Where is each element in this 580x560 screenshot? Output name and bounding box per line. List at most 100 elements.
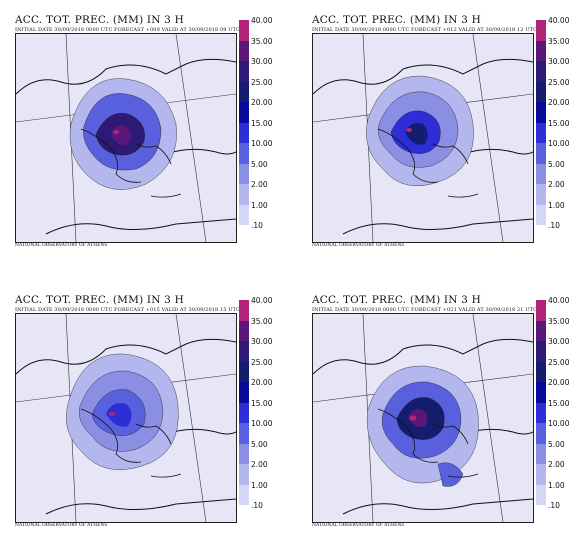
legend-label: 35.00 [548,36,570,46]
legend-label: 40.00 [548,16,570,25]
legend-label: 35.00 [548,316,570,326]
precipitation-map [312,33,534,243]
legend-label: 40.00 [548,296,570,305]
legend-swatch [239,40,249,61]
map-title: ACC. TOT. PREC. (MM) IN 3 H [15,294,184,306]
legend-label: 10.00 [548,139,570,148]
color-legend: 40.00 35.00 30.00 25.00 20.00 15.00 10.0… [239,16,287,248]
legend-swatch [239,402,249,423]
legend-swatch [536,61,546,82]
legend-label: 15.00 [548,118,570,128]
legend-label: 30.00 [251,57,273,66]
precip-map-panel-4: ACC. TOT. PREC. (MM) IN 3 H INITIAL DATE… [297,280,580,560]
legend-swatch [239,204,249,225]
legend-label: 20.00 [251,98,273,107]
legend-label: 35.00 [251,36,273,46]
legend-swatch [536,40,546,61]
legend-label: 5.00 [251,439,268,449]
legend-swatch [239,81,249,102]
legend-label: 25.00 [548,357,570,367]
legend-swatch [239,102,249,123]
legend-swatch [536,81,546,102]
legend-swatch [239,361,249,382]
legend-swatch [536,382,546,403]
precipitation-map [15,33,237,243]
legend-label: 15.00 [251,398,273,408]
precipitation-map [15,313,237,523]
legend-label: .10 [548,221,560,230]
legend-swatch [239,423,249,444]
color-legend: 40.00 35.00 30.00 25.00 20.00 15.00 10.0… [536,16,580,248]
legend-label: 1.00 [251,200,268,210]
legend-swatch [239,61,249,82]
legend-label: 40.00 [251,296,273,305]
legend-label: 40.00 [251,16,273,25]
legend-label: 2.00 [548,180,565,189]
legend-swatch [536,423,546,444]
map-subtitle: INITIAL DATE 30/09/2018 0000 UTC FORECAS… [312,307,537,313]
legend-label: .10 [251,501,263,510]
color-legend: 40.00 35.00 30.00 25.00 20.00 15.00 10.0… [239,296,287,528]
legend-label: 5.00 [548,439,565,449]
legend-label: 2.00 [251,180,268,189]
legend-swatch [239,464,249,485]
map-subtitle: INITIAL DATE 30/09/2018 0000 UTC FORECAS… [312,27,537,33]
legend-swatch [536,300,546,321]
legend-label: 1.00 [548,480,565,490]
legend-label: 10.00 [251,139,273,148]
legend-swatch [536,122,546,143]
legend-swatch [536,204,546,225]
legend-label: 15.00 [548,398,570,408]
legend-swatch [536,484,546,505]
legend-swatch [536,184,546,205]
legend-swatch [239,320,249,341]
legend-label: 1.00 [251,480,268,490]
legend-swatch [239,20,249,41]
legend-swatch [239,341,249,362]
map-title: ACC. TOT. PREC. (MM) IN 3 H [312,294,481,306]
legend-label: 5.00 [548,159,565,169]
legend-swatch [536,443,546,464]
legend-label: 10.00 [548,419,570,428]
legend-swatch [536,163,546,184]
legend-label: 10.00 [251,419,273,428]
color-legend: 40.00 35.00 30.00 25.00 20.00 15.00 10.0… [536,296,580,528]
legend-label: .10 [548,501,560,510]
legend-swatch [239,382,249,403]
legend-label: .10 [251,221,263,230]
precipitation-map [312,313,534,523]
legend-swatch [239,443,249,464]
legend-label: 20.00 [548,378,570,387]
legend-swatch [536,20,546,41]
map-footer: NATIONAL OBSERVATORY OF ATHENS [15,523,108,528]
map-footer: NATIONAL OBSERVATORY OF ATHENS [15,243,108,248]
map-subtitle: INITIAL DATE 30/09/2018 0000 UTC FORECAS… [15,307,240,313]
legend-swatch [239,184,249,205]
legend-swatch [239,122,249,143]
map-footer: NATIONAL OBSERVATORY OF ATHENS [312,523,405,528]
legend-label: 20.00 [251,378,273,387]
legend-swatch [239,163,249,184]
legend-swatch [536,102,546,123]
legend-label: 25.00 [251,357,273,367]
precip-map-panel-3: ACC. TOT. PREC. (MM) IN 3 H INITIAL DATE… [0,280,290,560]
legend-label: 15.00 [251,118,273,128]
legend-swatch [536,361,546,382]
legend-label: 25.00 [548,77,570,87]
legend-label: 2.00 [548,460,565,469]
legend-label: 20.00 [548,98,570,107]
precip-map-panel-2: ACC. TOT. PREC. (MM) IN 3 H INITIAL DATE… [297,0,580,280]
legend-swatch [536,143,546,164]
legend-label: 30.00 [548,57,570,66]
precip-map-panel-1: ACC. TOT. PREC. (MM) IN 3 H INITIAL DATE… [0,0,290,280]
legend-swatch [239,300,249,321]
map-title: ACC. TOT. PREC. (MM) IN 3 H [15,14,184,26]
legend-swatch [536,402,546,423]
legend-label: 2.00 [251,460,268,469]
legend-label: 30.00 [548,337,570,346]
legend-swatch [239,484,249,505]
map-title: ACC. TOT. PREC. (MM) IN 3 H [312,14,481,26]
legend-label: 30.00 [251,337,273,346]
legend-swatch [536,341,546,362]
legend-label: 35.00 [251,316,273,326]
